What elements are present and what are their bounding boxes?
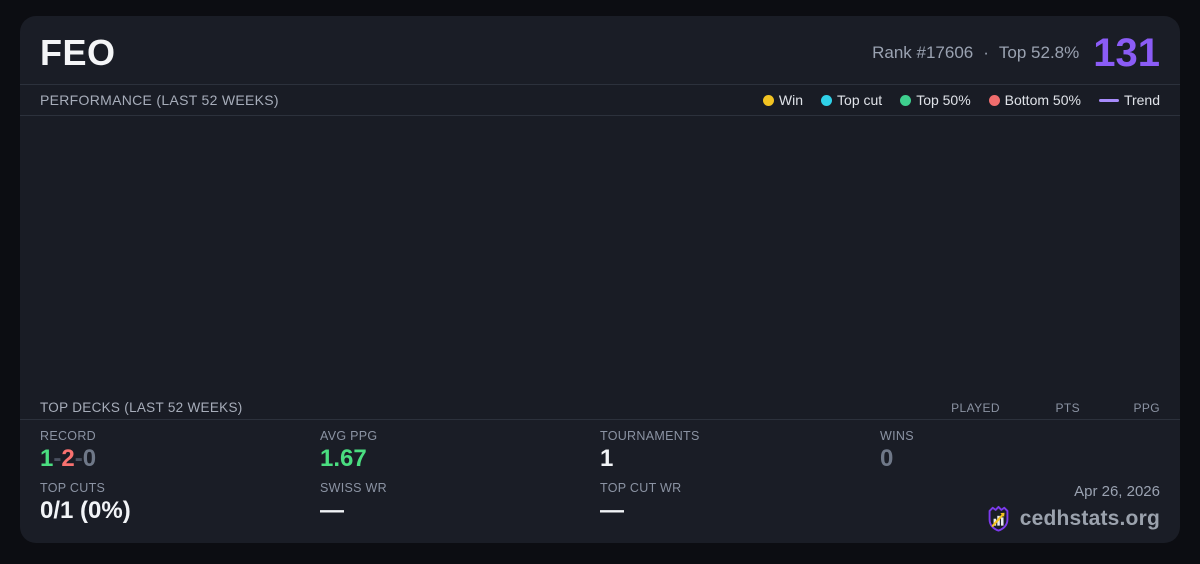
rank-value: Rank #17606 (872, 43, 974, 62)
stat-label: TOP CUTS (40, 481, 106, 495)
brand-watermark: cedhstats.org (985, 504, 1160, 533)
card-header: FEO Rank #17606 · Top 52.8% 131 (20, 16, 1180, 85)
generated-date: Apr 26, 2026 (1074, 483, 1160, 500)
trend-line-icon (1098, 98, 1119, 102)
legend-item-win: Win (762, 92, 804, 108)
win-dot-icon (762, 94, 774, 106)
record-wins: 1 (40, 445, 54, 472)
stat-label: AVG PPG (320, 429, 378, 443)
record-separator: - (74, 445, 83, 472)
column-header-ppg: PPG (1133, 400, 1160, 415)
stat-label: RECORD (40, 429, 96, 443)
legend-label: Bottom 50% (1004, 92, 1081, 108)
legend-item-bottom-50: Bottom 50% (988, 92, 1081, 108)
top-cut-wr-value: — (600, 497, 624, 524)
tournaments-value: 1 (600, 445, 614, 472)
stat-record: RECORD 1-2-0 (40, 429, 320, 481)
column-header-played: PLAYED (951, 400, 1000, 415)
top-decks-header-row: TOP DECKS (LAST 52 WEEKS) PLAYED PTS PPG (20, 396, 1180, 420)
stat-avg-ppg: AVG PPG 1.67 (320, 429, 600, 481)
player-stats-card: FEO Rank #17606 · Top 52.8% 131 PERFORMA… (20, 16, 1180, 543)
chart-legend: Win Top cut Top 50% Bottom 50% Trend (762, 92, 1160, 108)
top-cut-dot-icon (821, 94, 833, 106)
score-value: 131 (1093, 31, 1160, 75)
avg-ppg-value: 1.67 (320, 445, 367, 472)
stat-tournaments: TOURNAMENTS 1 (600, 429, 880, 481)
column-header-pts: PTS (1055, 400, 1080, 415)
performance-chart-plot-area (20, 116, 1180, 396)
top-decks-column-headers: PLAYED PTS PPG (920, 401, 1160, 415)
stat-wins: WINS 0 (880, 429, 1160, 481)
performance-section-title: PERFORMANCE (LAST 52 WEEKS) (40, 92, 279, 108)
legend-label: Win (778, 92, 804, 108)
legend-item-trend: Trend (1098, 92, 1160, 108)
stat-label: TOURNAMENTS (600, 429, 700, 443)
stat-top-cut-wr: TOP CUT WR — (600, 481, 880, 533)
legend-label: Trend (1123, 92, 1160, 108)
wins-value: 0 (880, 445, 894, 472)
record-losses: 2 (61, 445, 75, 472)
stat-label: WINS (880, 429, 914, 443)
brand-name: cedhstats.org (1019, 506, 1160, 530)
stats-grid: RECORD 1-2-0 AVG PPG 1.67 TOURNAMENTS 1 … (20, 420, 1180, 543)
legend-label: Top 50% (916, 92, 971, 108)
record-value: 1-2-0 (40, 445, 320, 472)
stat-top-cuts: TOP CUTS 0/1 (0%) (40, 481, 320, 533)
stat-label: SWISS WR (320, 481, 387, 495)
legend-label: Top cut (837, 92, 883, 108)
top-cuts-value: 0/1 (0%) (40, 497, 131, 524)
legend-item-top-cut: Top cut (821, 92, 882, 108)
performance-header-row: PERFORMANCE (LAST 52 WEEKS) Win Top cut … (20, 85, 1180, 116)
legend-item-top-50: Top 50% (900, 92, 971, 108)
rank-separator: · (983, 43, 989, 62)
record-draws: 0 (82, 445, 97, 472)
bottom-50-dot-icon (988, 94, 1000, 106)
rank-group: Rank #17606 · Top 52.8% 131 (872, 33, 1160, 73)
top-50-dot-icon (900, 94, 912, 106)
page-title: FEO (40, 32, 116, 73)
card-footer: Apr 26, 2026 cedhstats.org (880, 481, 1160, 533)
top-decks-section-title: TOP DECKS (LAST 52 WEEKS) (40, 400, 243, 415)
cedhstats-shield-logo-icon (988, 505, 1009, 532)
rank-text: Rank #17606 · Top 52.8% (872, 43, 1079, 63)
stat-swiss-wr: SWISS WR — (320, 481, 600, 533)
record-separator: - (53, 445, 62, 472)
stat-label: TOP CUT WR (600, 481, 682, 495)
swiss-wr-value: — (320, 497, 344, 524)
rank-percentile: Top 52.8% (998, 43, 1080, 62)
